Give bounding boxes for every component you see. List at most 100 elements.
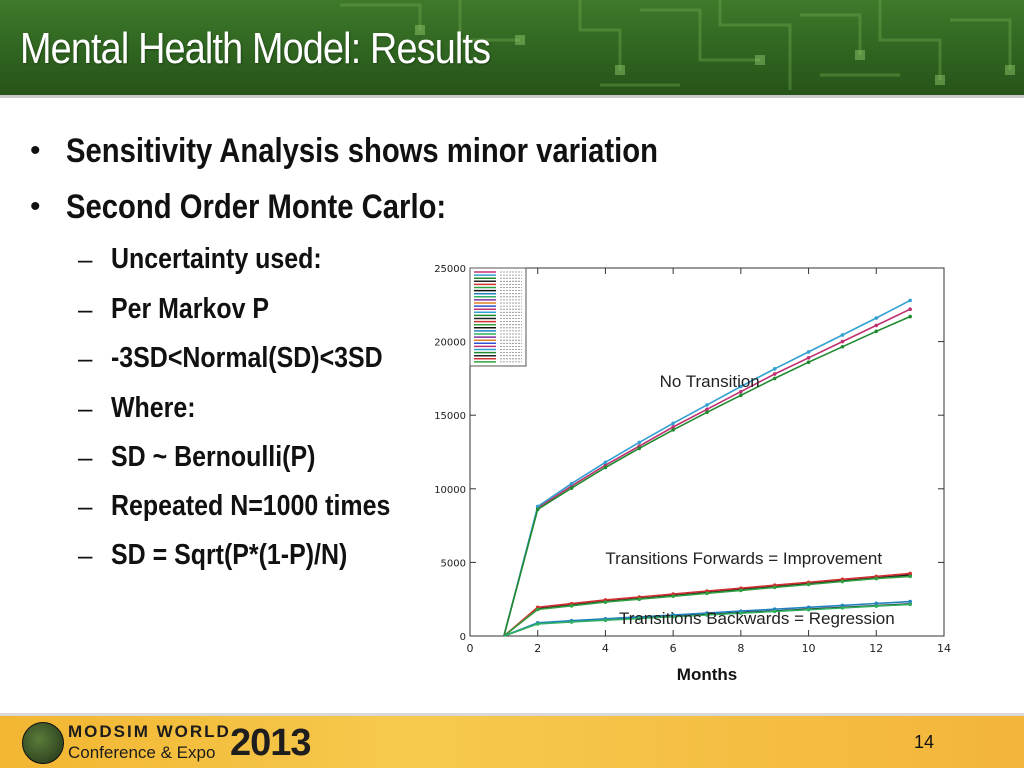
sub-bullet-item: Repeated N=1000 times — [111, 490, 391, 522]
data-point — [739, 588, 743, 593]
data-point — [908, 307, 912, 312]
data-point — [739, 389, 743, 394]
data-point — [535, 507, 540, 512]
data-point — [772, 609, 777, 614]
data-point — [806, 355, 811, 360]
x-tick-label: 4 — [602, 642, 609, 655]
sub-bullet-marker: – — [78, 393, 93, 423]
sub-bullet-marker: – — [78, 294, 93, 324]
data-point — [908, 574, 912, 579]
data-point — [840, 606, 845, 610]
data-point — [569, 481, 574, 486]
sub-bullet-marker: – — [78, 540, 93, 570]
conference-logo: MODSIM WORLD Conference & Expo 2013 — [18, 720, 318, 766]
data-point — [772, 367, 777, 371]
y-tick-label: 10000 — [434, 485, 466, 496]
sub-bullet-marker: – — [78, 491, 93, 521]
sub-bullet-marker: – — [78, 244, 93, 274]
data-point — [569, 604, 574, 608]
data-point — [603, 460, 608, 465]
sub-bullet-item: -3SD<Normal(SD)<3SD — [111, 342, 383, 374]
data-point — [535, 607, 540, 612]
data-point — [603, 465, 608, 470]
x-tick-label: 8 — [737, 642, 744, 655]
data-point — [908, 571, 912, 576]
data-point — [637, 616, 642, 621]
data-point — [671, 594, 675, 599]
data-point — [705, 613, 709, 617]
legend — [469, 267, 527, 367]
data-point — [840, 603, 845, 608]
data-point — [705, 591, 709, 596]
sub-bullet-marker: – — [78, 442, 93, 472]
bullet-marker: • — [30, 190, 41, 223]
chart-annotation: Transitions Backwards = Regression — [619, 609, 895, 628]
chart-annotation: Transitions Forwards = Improvement — [605, 549, 882, 568]
y-tick-label: 20000 — [434, 338, 466, 349]
data-point — [671, 614, 675, 619]
data-point — [671, 428, 675, 432]
data-point — [840, 339, 845, 344]
data-point — [637, 440, 642, 445]
footer-bar — [0, 716, 1024, 768]
data-point — [739, 611, 743, 615]
data-point — [705, 403, 709, 407]
data-point — [840, 344, 845, 349]
sub-bullet-item: SD = Sqrt(P*(1-P)/N) — [111, 539, 348, 571]
data-point — [874, 601, 879, 606]
page-number: 14 — [914, 732, 935, 752]
data-point — [806, 350, 811, 354]
data-point — [772, 376, 777, 381]
data-point — [772, 585, 777, 590]
data-point — [840, 333, 845, 337]
sub-bullet-item: Where: — [111, 392, 196, 424]
data-point — [671, 425, 675, 429]
data-point — [908, 298, 912, 303]
data-point — [806, 582, 811, 587]
data-point — [874, 604, 879, 608]
data-point — [637, 597, 642, 601]
x-tick-label: 14 — [937, 642, 951, 655]
y-tick-label: 25000 — [434, 264, 466, 275]
data-point — [874, 329, 879, 334]
data-point — [705, 410, 709, 415]
data-point — [908, 314, 912, 319]
logo-year: 2013 — [230, 722, 312, 764]
data-point — [535, 622, 540, 626]
x-tick-label: 12 — [869, 642, 883, 655]
header-divider — [0, 95, 1024, 98]
bullet-item: Sensitivity Analysis shows minor variati… — [66, 132, 659, 170]
data-point — [874, 323, 879, 328]
footer-divider — [0, 713, 1024, 716]
data-point — [840, 579, 845, 584]
sub-bullet-item: Per Markov P — [111, 293, 270, 325]
x-tick-label: 2 — [534, 642, 541, 655]
chart-annotation: No Transition — [660, 372, 760, 391]
sub-bullet-marker: – — [78, 343, 93, 373]
globe-icon — [22, 722, 64, 764]
y-tick-label: 5000 — [441, 558, 466, 569]
logo-line-2: Conference & Expo — [68, 743, 216, 762]
data-point — [908, 602, 912, 607]
data-point — [739, 384, 743, 389]
data-point — [569, 486, 574, 490]
x-axis-label: Months — [677, 665, 737, 684]
data-point — [603, 618, 608, 623]
sub-bullet-item: Uncertainty used: — [111, 243, 322, 275]
data-point — [874, 316, 879, 320]
data-point — [772, 372, 777, 376]
results-line-chart: 0 2 4 6 8 10 12 14 0 5000 10000 15000 20000 25000 No … — [434, 264, 951, 684]
data-point — [705, 407, 709, 412]
bullet-item: Second Order Monte Carlo: — [66, 188, 447, 226]
slide-title: Mental Health Model: Results — [20, 24, 491, 73]
logo-line-1: MODSIM WORLD — [68, 722, 231, 741]
data-point — [637, 446, 642, 451]
data-point — [874, 576, 879, 581]
x-tick-label: 0 — [467, 642, 474, 655]
data-point — [806, 360, 811, 365]
bullet-marker: • — [30, 134, 41, 167]
data-point — [739, 393, 743, 398]
x-tick-label: 10 — [802, 642, 816, 655]
data-point — [535, 504, 540, 509]
data-point — [806, 607, 811, 612]
